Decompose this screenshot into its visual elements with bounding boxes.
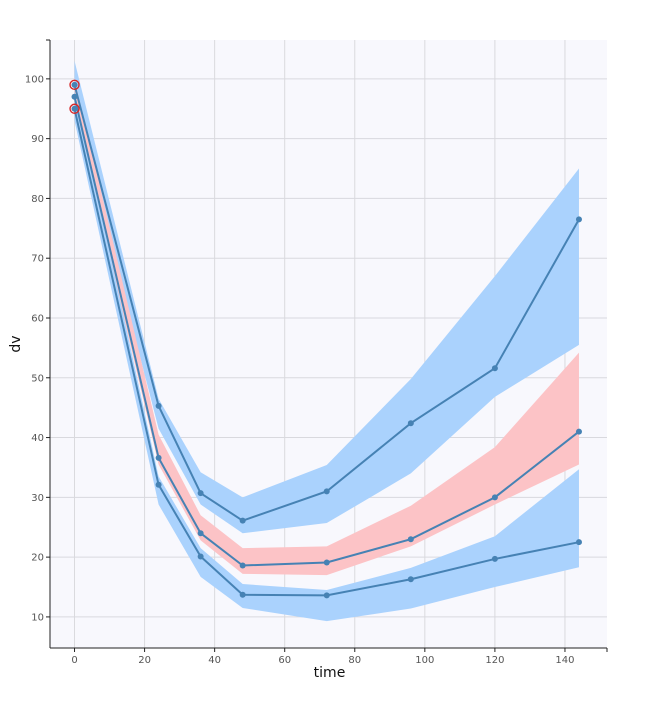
series-point-2 (71, 93, 78, 100)
outlier-marker (69, 103, 80, 114)
y-tick-label: 30 (31, 493, 44, 504)
series-point-3 (197, 553, 204, 560)
y-tick-label: 40 (31, 433, 44, 444)
y-tick-label: 10 (31, 612, 44, 623)
series-point-2 (491, 494, 498, 501)
x-axis-ticks: 0 20 40 60 80 100 120 140 (71, 648, 575, 666)
y-tick-label: 20 (31, 553, 44, 564)
series-point-1 (71, 81, 78, 88)
y-tick-label: 60 (31, 313, 44, 324)
x-tick-label: 60 (278, 655, 291, 666)
axes (46, 39, 608, 652)
series-point-1 (323, 488, 330, 495)
series-line-3 (73, 108, 580, 597)
series-line-2 (73, 96, 580, 567)
series-point-2 (197, 530, 204, 537)
x-tick-label: 140 (555, 655, 574, 666)
y-tick-label: 70 (31, 254, 44, 265)
outlier-markers (69, 79, 80, 114)
y-tick-label: 100 (25, 74, 44, 85)
x-tick-label: 80 (348, 655, 361, 666)
series-point-3 (239, 591, 246, 598)
series-point-3 (491, 555, 498, 562)
x-tick-label: 40 (208, 655, 221, 666)
y-axis-title: dv (8, 335, 24, 352)
series-point-2 (239, 562, 246, 569)
series-point-1 (155, 402, 162, 409)
y-tick-label: 80 (31, 194, 44, 205)
outlier-marker (69, 79, 80, 91)
series-point-1 (197, 490, 204, 497)
y-axis-ticks: 10 20 30 40 50 60 70 80 90 100 (25, 74, 50, 623)
x-tick-label: 100 (415, 655, 434, 666)
series-point-3 (575, 539, 582, 546)
series-point-3 (407, 576, 414, 583)
confidence-bands (74, 60, 579, 622)
band-1 (74, 60, 579, 534)
series-points (71, 81, 582, 599)
series-point-1 (239, 517, 246, 524)
series-point-3 (71, 105, 78, 112)
y-tick-label: 50 (31, 373, 44, 384)
series-lines (73, 84, 580, 597)
series-point-2 (407, 536, 414, 543)
series-point-1 (491, 365, 498, 372)
series-point-3 (155, 481, 162, 488)
series-point-1 (407, 420, 414, 427)
x-tick-label: 20 (138, 655, 151, 666)
series-point-2 (155, 454, 162, 461)
x-tick-label: 0 (71, 655, 77, 666)
y-tick-label: 90 (31, 134, 44, 145)
series-point-3 (323, 592, 330, 599)
series-line-1 (73, 84, 580, 522)
series-point-2 (323, 559, 330, 566)
x-tick-label: 120 (485, 655, 504, 666)
x-axis-title: time (314, 665, 346, 681)
series-point-2 (575, 428, 582, 435)
series-point-1 (575, 216, 582, 223)
band-3 (74, 90, 579, 622)
